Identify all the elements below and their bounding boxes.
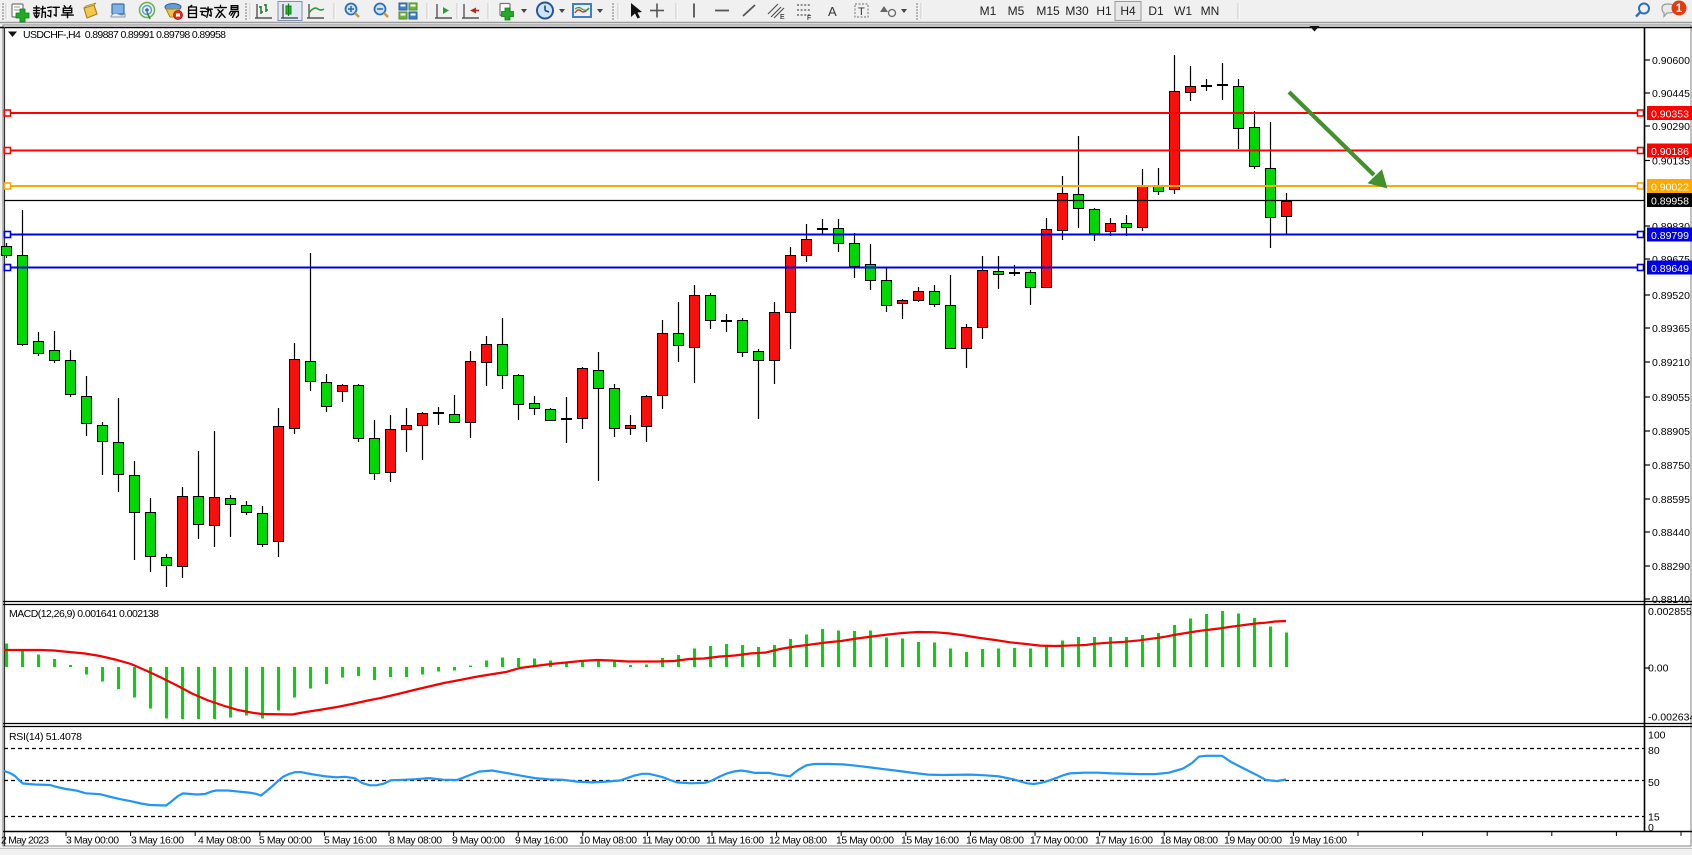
svg-text:T: T (858, 6, 865, 18)
svg-text:0.002855: 0.002855 (1648, 606, 1692, 618)
svg-text:100: 100 (1648, 729, 1666, 741)
svg-text:3 May 00:00: 3 May 00:00 (66, 836, 119, 847)
svg-text:0.90353: 0.90353 (1651, 109, 1689, 121)
svg-text:18 May 08:00: 18 May 08:00 (1160, 836, 1218, 847)
svg-text:F: F (807, 15, 811, 22)
svg-text:0.88290: 0.88290 (1652, 561, 1690, 573)
svg-text:0.88140: 0.88140 (1652, 594, 1690, 606)
svg-text:0.89210: 0.89210 (1652, 357, 1690, 369)
svg-text:5 May 16:00: 5 May 16:00 (324, 836, 377, 847)
svg-text:0.90600: 0.90600 (1652, 55, 1690, 67)
svg-text:RSI(14) 51.4078: RSI(14) 51.4078 (9, 731, 82, 743)
svg-text:5 May 00:00: 5 May 00:00 (259, 836, 312, 847)
svg-text:M30: M30 (1065, 4, 1089, 18)
svg-text:M1: M1 (980, 4, 997, 18)
svg-text:19 May 00:00: 19 May 00:00 (1224, 836, 1282, 847)
svg-text:12 May 08:00: 12 May 08:00 (769, 836, 827, 847)
svg-text:8 May 08:00: 8 May 08:00 (389, 836, 442, 847)
svg-text:9 May 00:00: 9 May 00:00 (452, 836, 505, 847)
svg-text:0.90135: 0.90135 (1652, 156, 1690, 168)
svg-text:A: A (828, 4, 837, 19)
svg-text:W1: W1 (1174, 4, 1192, 18)
svg-text:H1: H1 (1096, 4, 1112, 18)
svg-text:9 May 16:00: 9 May 16:00 (515, 836, 568, 847)
svg-text:0.89520: 0.89520 (1652, 290, 1690, 302)
svg-text:0.90290: 0.90290 (1652, 121, 1690, 133)
svg-text:0.89958: 0.89958 (1651, 196, 1689, 208)
svg-text:10 May 08:00: 10 May 08:00 (579, 836, 637, 847)
svg-text:15 May 00:00: 15 May 00:00 (836, 836, 894, 847)
svg-text:H4: H4 (1120, 4, 1136, 18)
svg-text:50: 50 (1648, 777, 1660, 789)
svg-text:MACD(12,26,9) 0.001641 0.00213: MACD(12,26,9) 0.001641 0.002138 (9, 608, 159, 620)
svg-text:11 May 00:00: 11 May 00:00 (642, 836, 700, 847)
svg-text:17 May 16:00: 17 May 16:00 (1095, 836, 1153, 847)
svg-text:0: 0 (1648, 822, 1654, 834)
svg-text:M5: M5 (1008, 4, 1025, 18)
svg-text:2 May 2023: 2 May 2023 (1, 836, 49, 847)
svg-text:0.90186: 0.90186 (1651, 146, 1689, 158)
svg-text:16 May 08:00: 16 May 08:00 (966, 836, 1024, 847)
svg-text:1: 1 (1676, 3, 1683, 15)
svg-text:E: E (780, 14, 785, 21)
svg-text:0.89649: 0.89649 (1651, 263, 1689, 275)
svg-text:0.90022: 0.90022 (1651, 182, 1689, 194)
svg-text:11 May 16:00: 11 May 16:00 (706, 836, 764, 847)
svg-text:MN: MN (1201, 4, 1220, 18)
svg-text:0.88440: 0.88440 (1652, 527, 1690, 539)
svg-text:15 May 16:00: 15 May 16:00 (901, 836, 959, 847)
svg-text:USDCHF-,H4 0.89887 0.89991 0.: USDCHF-,H4 0.89887 0.89991 0.89798 0.899… (23, 29, 226, 41)
svg-text:17 May 00:00: 17 May 00:00 (1030, 836, 1088, 847)
svg-text:0.88595: 0.88595 (1652, 494, 1690, 506)
svg-text:0.90445: 0.90445 (1652, 88, 1690, 100)
svg-text:0.00: 0.00 (1648, 663, 1669, 675)
svg-text:3 May 16:00: 3 May 16:00 (131, 836, 184, 847)
svg-text:0.88905: 0.88905 (1652, 426, 1690, 438)
svg-text:15: 15 (1648, 811, 1660, 823)
svg-text:0.88750: 0.88750 (1652, 460, 1690, 472)
svg-text:19 May 16:00: 19 May 16:00 (1289, 836, 1347, 847)
svg-text:-0.002634: -0.002634 (1648, 712, 1692, 724)
svg-text:0.89799: 0.89799 (1651, 230, 1689, 242)
svg-text:0.89365: 0.89365 (1652, 323, 1690, 335)
svg-text:D1: D1 (1148, 4, 1164, 18)
svg-text:M15: M15 (1036, 4, 1060, 18)
svg-text:0.89055: 0.89055 (1652, 392, 1690, 404)
svg-text:80: 80 (1648, 745, 1660, 757)
svg-text:4 May 08:00: 4 May 08:00 (198, 836, 251, 847)
